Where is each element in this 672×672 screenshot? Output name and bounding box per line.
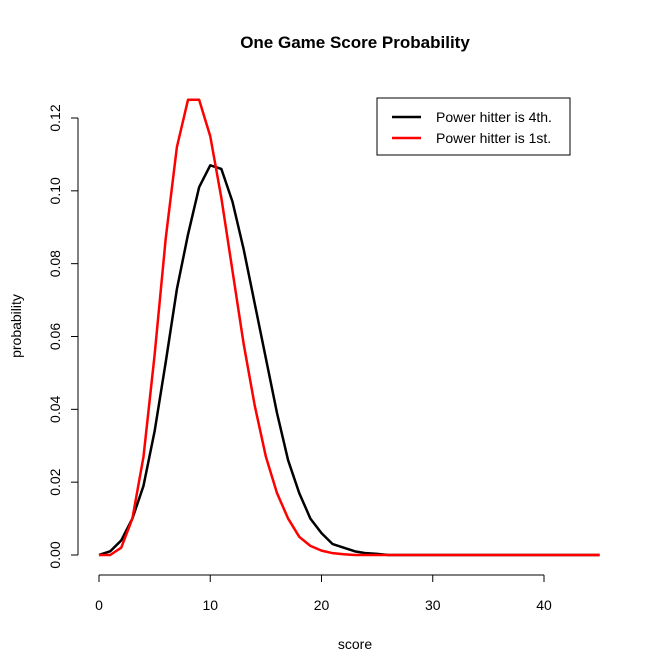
y-tick-label: 0.02 (47, 468, 63, 495)
chart-title: One Game Score Probability (240, 33, 470, 52)
series-line-power-hitter-1st (99, 98, 600, 557)
legend-label-power-hitter-1st: Power hitter is 1st. (436, 130, 551, 146)
y-tick-label: 0.08 (47, 250, 63, 277)
x-axis-label: score (338, 636, 372, 652)
x-tick-label: 40 (536, 597, 552, 613)
legend: Power hitter is 4th. Power hitter is 1st… (376, 97, 571, 156)
series-layer (98, 98, 600, 557)
y-tick-label: 0.06 (47, 323, 63, 350)
x-tick-label: 20 (314, 597, 330, 613)
y-tick-label: 0.00 (47, 541, 63, 568)
y-axis-label: probability (8, 294, 24, 358)
y-tick-label: 0.12 (47, 104, 63, 131)
x-tick-label: 10 (202, 597, 218, 613)
legend-box (376, 97, 571, 156)
axes: 0 10 20 30 40 0.00 0.02 0.04 0.06 0.08 0.10 0.12 (47, 104, 552, 613)
x-tick-label: 0 (95, 597, 103, 613)
legend-label-power-hitter-4th: Power hitter is 4th. (436, 109, 552, 125)
y-tick-label: 0.10 (47, 177, 63, 204)
x-tick-label: 30 (425, 597, 441, 613)
y-tick-label: 0.04 (47, 395, 63, 422)
